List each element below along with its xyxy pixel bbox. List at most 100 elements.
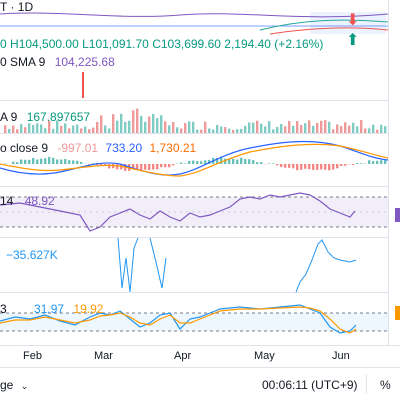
macd-histogram-bar bbox=[296, 164, 299, 171]
volume-bar bbox=[204, 121, 207, 133]
macd-histogram-bar bbox=[376, 160, 379, 164]
stochastic-legend[interactable]: 3 31.97 19.92 bbox=[0, 302, 103, 316]
macd-histogram-bar bbox=[344, 164, 347, 166]
volume-bar bbox=[364, 128, 367, 133]
volume-bar bbox=[132, 110, 135, 133]
volume-bar bbox=[156, 118, 159, 133]
volume-bar bbox=[348, 125, 351, 133]
volume-legend[interactable]: A 9 167.897657 bbox=[0, 110, 90, 124]
rsi-legend[interactable]: 14 48.92 bbox=[0, 194, 55, 208]
macd-histogram-bar bbox=[56, 159, 59, 164]
stochastic-chart bbox=[0, 304, 388, 334]
volume-bar bbox=[352, 122, 355, 133]
volume-bar bbox=[292, 125, 295, 133]
price-axis[interactable] bbox=[388, 0, 400, 345]
macd-histogram-bar bbox=[316, 164, 319, 170]
oscillator-chart bbox=[117, 238, 357, 292]
volume-bar bbox=[44, 128, 47, 133]
macd-histogram-bar bbox=[220, 156, 223, 164]
volume-bar bbox=[288, 120, 291, 133]
stochastic-label: 3 bbox=[0, 302, 7, 316]
volume-bar bbox=[312, 125, 315, 133]
macd-histogram-bar bbox=[236, 159, 239, 164]
macd-histogram-bar bbox=[160, 164, 163, 168]
time-tick-jun: Jun bbox=[332, 350, 350, 362]
volume-pane[interactable]: A 9 167.897657 bbox=[0, 101, 388, 133]
macd-histogram-bar bbox=[108, 164, 111, 169]
macd-histogram-bar bbox=[136, 164, 139, 169]
volume-bar bbox=[272, 129, 275, 133]
volume-bar bbox=[368, 128, 371, 133]
volume-bar bbox=[80, 128, 83, 133]
ohlc-high: H104,500.00 bbox=[10, 37, 79, 51]
volume-bar bbox=[344, 122, 347, 133]
rsi-value: 48.92 bbox=[24, 194, 55, 208]
macd-label: o close 9 bbox=[0, 141, 49, 155]
volume-bar bbox=[152, 113, 155, 133]
time-tick-may: May bbox=[254, 350, 275, 362]
range-selector[interactable]: ge ⌄ bbox=[0, 378, 28, 392]
volume-bar bbox=[320, 120, 323, 133]
macd-histogram-bar bbox=[100, 164, 103, 166]
macd-histogram-bar bbox=[184, 163, 187, 164]
volume-bar bbox=[168, 125, 171, 133]
volume-bar bbox=[240, 128, 243, 133]
stochastic-pane[interactable]: 3 31.97 19.92 bbox=[0, 293, 388, 345]
macd-histogram-bar bbox=[192, 160, 195, 164]
macd-histogram-bar bbox=[156, 164, 159, 170]
macd-histogram-bar bbox=[148, 164, 151, 171]
macd-histogram-bar bbox=[196, 161, 199, 164]
price-pane[interactable]: T · 1D ⬇ ⬆ 0 H104,500.00 L101,091.70 C10… bbox=[0, 0, 388, 100]
volume-bar bbox=[360, 120, 363, 133]
volume-bar bbox=[308, 120, 311, 133]
macd-chart bbox=[0, 140, 388, 177]
volume-bar bbox=[176, 127, 179, 133]
rsi-pane[interactable]: 14 48.92 bbox=[0, 187, 388, 237]
macd-histogram-bar bbox=[244, 159, 247, 164]
volume-bar bbox=[296, 121, 299, 133]
volume-bar bbox=[96, 121, 99, 133]
macd-histogram-bar bbox=[24, 159, 27, 164]
volume-bar bbox=[336, 124, 339, 133]
volume-bar bbox=[124, 121, 127, 133]
volume-bar bbox=[232, 129, 235, 133]
volume-bar bbox=[140, 115, 143, 133]
oscillator-pane[interactable]: −35.627K bbox=[0, 238, 388, 292]
volume-bar bbox=[196, 129, 199, 133]
macd-histogram-bar bbox=[144, 164, 147, 170]
percent-toggle[interactable]: % bbox=[380, 378, 391, 392]
oscillator-value: −35.627K bbox=[6, 248, 58, 262]
volume-bar bbox=[228, 128, 231, 133]
macd-histogram-bar bbox=[132, 164, 135, 170]
macd-histogram-bar bbox=[16, 162, 19, 164]
volume-bar bbox=[92, 127, 95, 133]
macd-histogram-bar bbox=[28, 159, 31, 164]
macd-value: 733.20 bbox=[105, 141, 143, 155]
symbol-interval[interactable]: T · 1D bbox=[0, 0, 34, 14]
volume-bar bbox=[372, 124, 375, 133]
macd-histogram-bar bbox=[284, 164, 287, 168]
macd-histogram-bar bbox=[116, 164, 119, 170]
macd-histogram-bar bbox=[308, 164, 311, 170]
clock[interactable]: 00:06:11 (UTC+9) bbox=[262, 378, 358, 392]
macd-legend[interactable]: o close 9 -997.01 733.20 1,730.21 bbox=[0, 141, 196, 155]
macd-histogram-bar bbox=[268, 163, 271, 164]
macd-histogram-bar bbox=[44, 158, 47, 164]
macd-histogram-bar bbox=[96, 164, 99, 165]
macd-histogram-bar bbox=[304, 164, 307, 169]
volume-bar bbox=[76, 124, 79, 133]
macd-histogram-bar bbox=[324, 164, 327, 170]
macd-histogram-bar bbox=[60, 159, 63, 164]
macd-histogram-bar bbox=[332, 164, 335, 170]
volume-bar bbox=[24, 127, 27, 133]
time-axis[interactable]: Feb Mar Apr May Jun bbox=[0, 345, 400, 367]
volume-bar bbox=[304, 123, 307, 133]
volume-bar bbox=[280, 123, 283, 133]
sma-label: 0 SMA 9 bbox=[0, 55, 46, 69]
macd-pane[interactable]: o close 9 -997.01 733.20 1,730.21 bbox=[0, 134, 388, 186]
macd-histogram-bar bbox=[12, 161, 15, 164]
volume-bar bbox=[8, 128, 11, 133]
macd-histogram-bar bbox=[340, 164, 343, 166]
macd-histogram-bar bbox=[72, 160, 75, 164]
sma-legend[interactable]: 0 SMA 9 104,225.68 bbox=[0, 55, 115, 69]
